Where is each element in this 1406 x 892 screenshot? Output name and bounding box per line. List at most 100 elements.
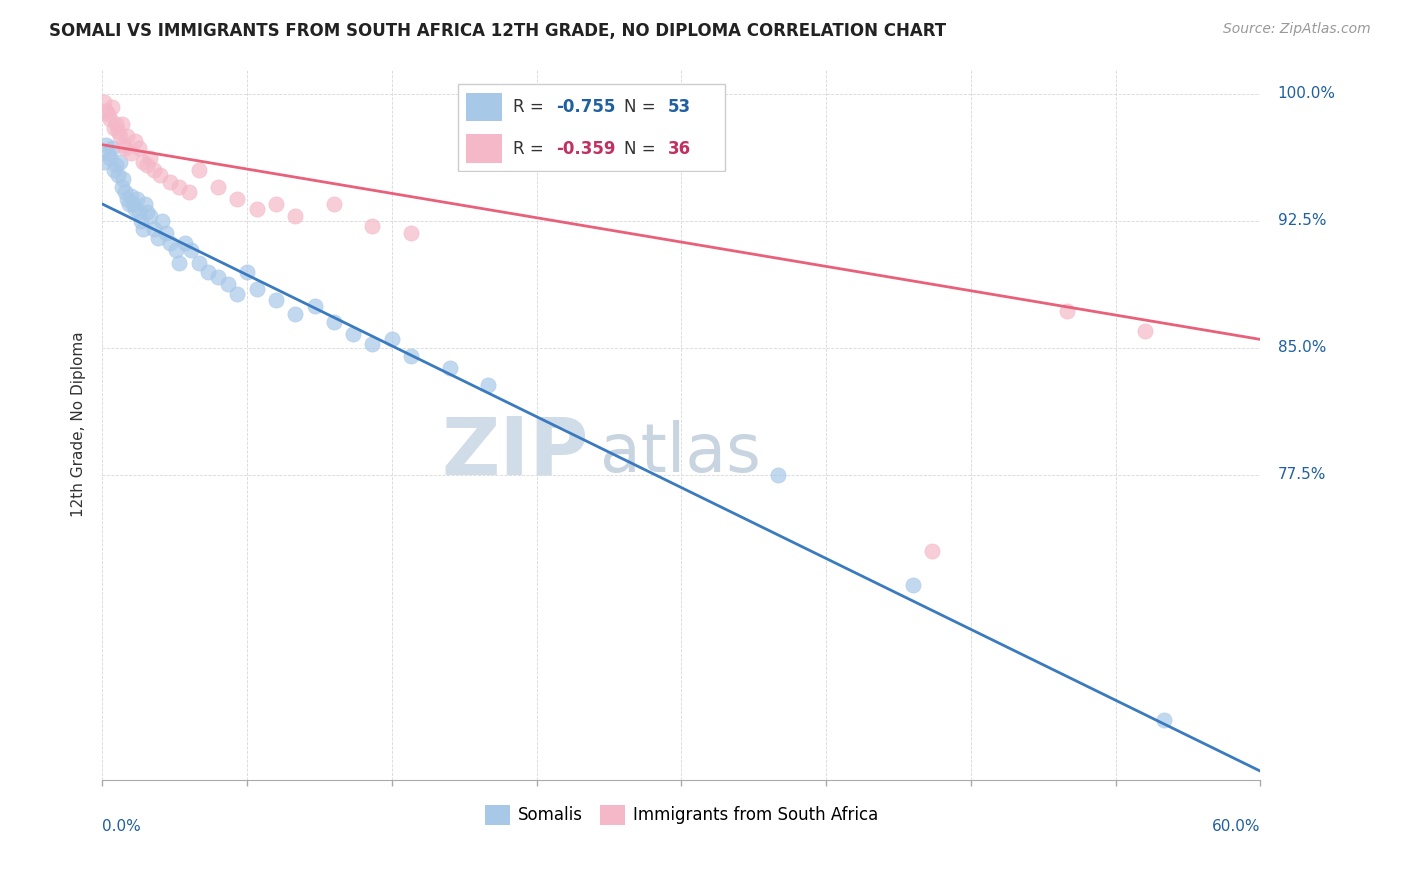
Point: [187, 163, 209, 178]
Point: [399, 349, 422, 363]
Point: [110, 180, 132, 194]
Text: 85.0%: 85.0%: [1278, 341, 1326, 355]
Point: [246, 282, 269, 296]
Point: [110, 117, 132, 131]
Point: [139, 151, 162, 165]
Point: [128, 141, 150, 155]
Point: [97, 107, 120, 121]
Point: [439, 361, 461, 376]
Point: [361, 337, 384, 351]
Point: [246, 202, 269, 216]
Point: [165, 243, 187, 257]
Point: [766, 467, 789, 482]
Point: [134, 197, 156, 211]
Point: [180, 243, 202, 257]
Point: [1153, 714, 1175, 728]
Legend: Somalis, Immigrants from South Africa: Somalis, Immigrants from South Africa: [478, 798, 884, 831]
Point: [381, 333, 404, 347]
Point: [93, 154, 115, 169]
Point: [264, 197, 287, 211]
Point: [103, 163, 125, 178]
Y-axis label: 12th Grade, No Diploma: 12th Grade, No Diploma: [72, 331, 86, 516]
Point: [342, 327, 364, 342]
Point: [117, 192, 139, 206]
Point: [901, 578, 924, 592]
Point: [129, 214, 152, 228]
Text: ZIP: ZIP: [441, 414, 589, 491]
Point: [120, 146, 142, 161]
Point: [477, 378, 499, 392]
Point: [139, 209, 162, 223]
Text: Source: ZipAtlas.com: Source: ZipAtlas.com: [1223, 22, 1371, 37]
Point: [143, 163, 166, 178]
Point: [921, 544, 943, 558]
Point: [108, 154, 131, 169]
Point: [112, 137, 135, 152]
Point: [361, 219, 384, 233]
Point: [112, 171, 135, 186]
Text: 60.0%: 60.0%: [1212, 819, 1260, 834]
Point: [226, 192, 249, 206]
Point: [399, 226, 422, 240]
Point: [187, 256, 209, 270]
Point: [120, 188, 142, 202]
Point: [143, 222, 166, 236]
Point: [264, 293, 287, 308]
Point: [169, 180, 191, 194]
Point: [101, 100, 124, 114]
Point: [135, 205, 157, 219]
Text: 0.0%: 0.0%: [103, 819, 141, 834]
Point: [118, 197, 141, 211]
Point: [155, 226, 177, 240]
Point: [217, 277, 239, 291]
Point: [135, 158, 157, 172]
Point: [108, 129, 131, 144]
Point: [125, 192, 148, 206]
Point: [284, 307, 307, 321]
Point: [98, 112, 121, 127]
Point: [124, 134, 146, 148]
Point: [174, 235, 197, 250]
Point: [101, 141, 124, 155]
Point: [97, 146, 120, 161]
Point: [117, 129, 139, 144]
Point: [177, 185, 200, 199]
Text: atlas: atlas: [600, 419, 761, 485]
Text: 92.5%: 92.5%: [1278, 213, 1326, 228]
Point: [150, 214, 173, 228]
Text: 77.5%: 77.5%: [1278, 467, 1326, 483]
Point: [159, 175, 181, 189]
Point: [132, 222, 155, 236]
Point: [114, 185, 136, 199]
Point: [149, 168, 172, 182]
Point: [107, 168, 129, 182]
Point: [94, 103, 117, 118]
Point: [1133, 324, 1156, 338]
Point: [103, 120, 125, 135]
Point: [128, 205, 150, 219]
Point: [322, 316, 344, 330]
Point: [98, 151, 121, 165]
Point: [148, 231, 170, 245]
Point: [304, 299, 326, 313]
Point: [207, 269, 229, 284]
Point: [197, 265, 219, 279]
Point: [93, 95, 115, 110]
Point: [236, 265, 259, 279]
Text: 100.0%: 100.0%: [1278, 87, 1336, 102]
Point: [284, 209, 307, 223]
Point: [207, 180, 229, 194]
Point: [107, 124, 129, 138]
Text: SOMALI VS IMMIGRANTS FROM SOUTH AFRICA 12TH GRADE, NO DIPLOMA CORRELATION CHART: SOMALI VS IMMIGRANTS FROM SOUTH AFRICA 1…: [49, 22, 946, 40]
Point: [169, 256, 191, 270]
Point: [122, 197, 145, 211]
Point: [132, 154, 155, 169]
Point: [114, 141, 136, 155]
Point: [124, 202, 146, 216]
Point: [1056, 303, 1078, 318]
Point: [322, 197, 344, 211]
Point: [104, 158, 127, 172]
Point: [159, 235, 181, 250]
Point: [94, 137, 117, 152]
Point: [104, 117, 127, 131]
